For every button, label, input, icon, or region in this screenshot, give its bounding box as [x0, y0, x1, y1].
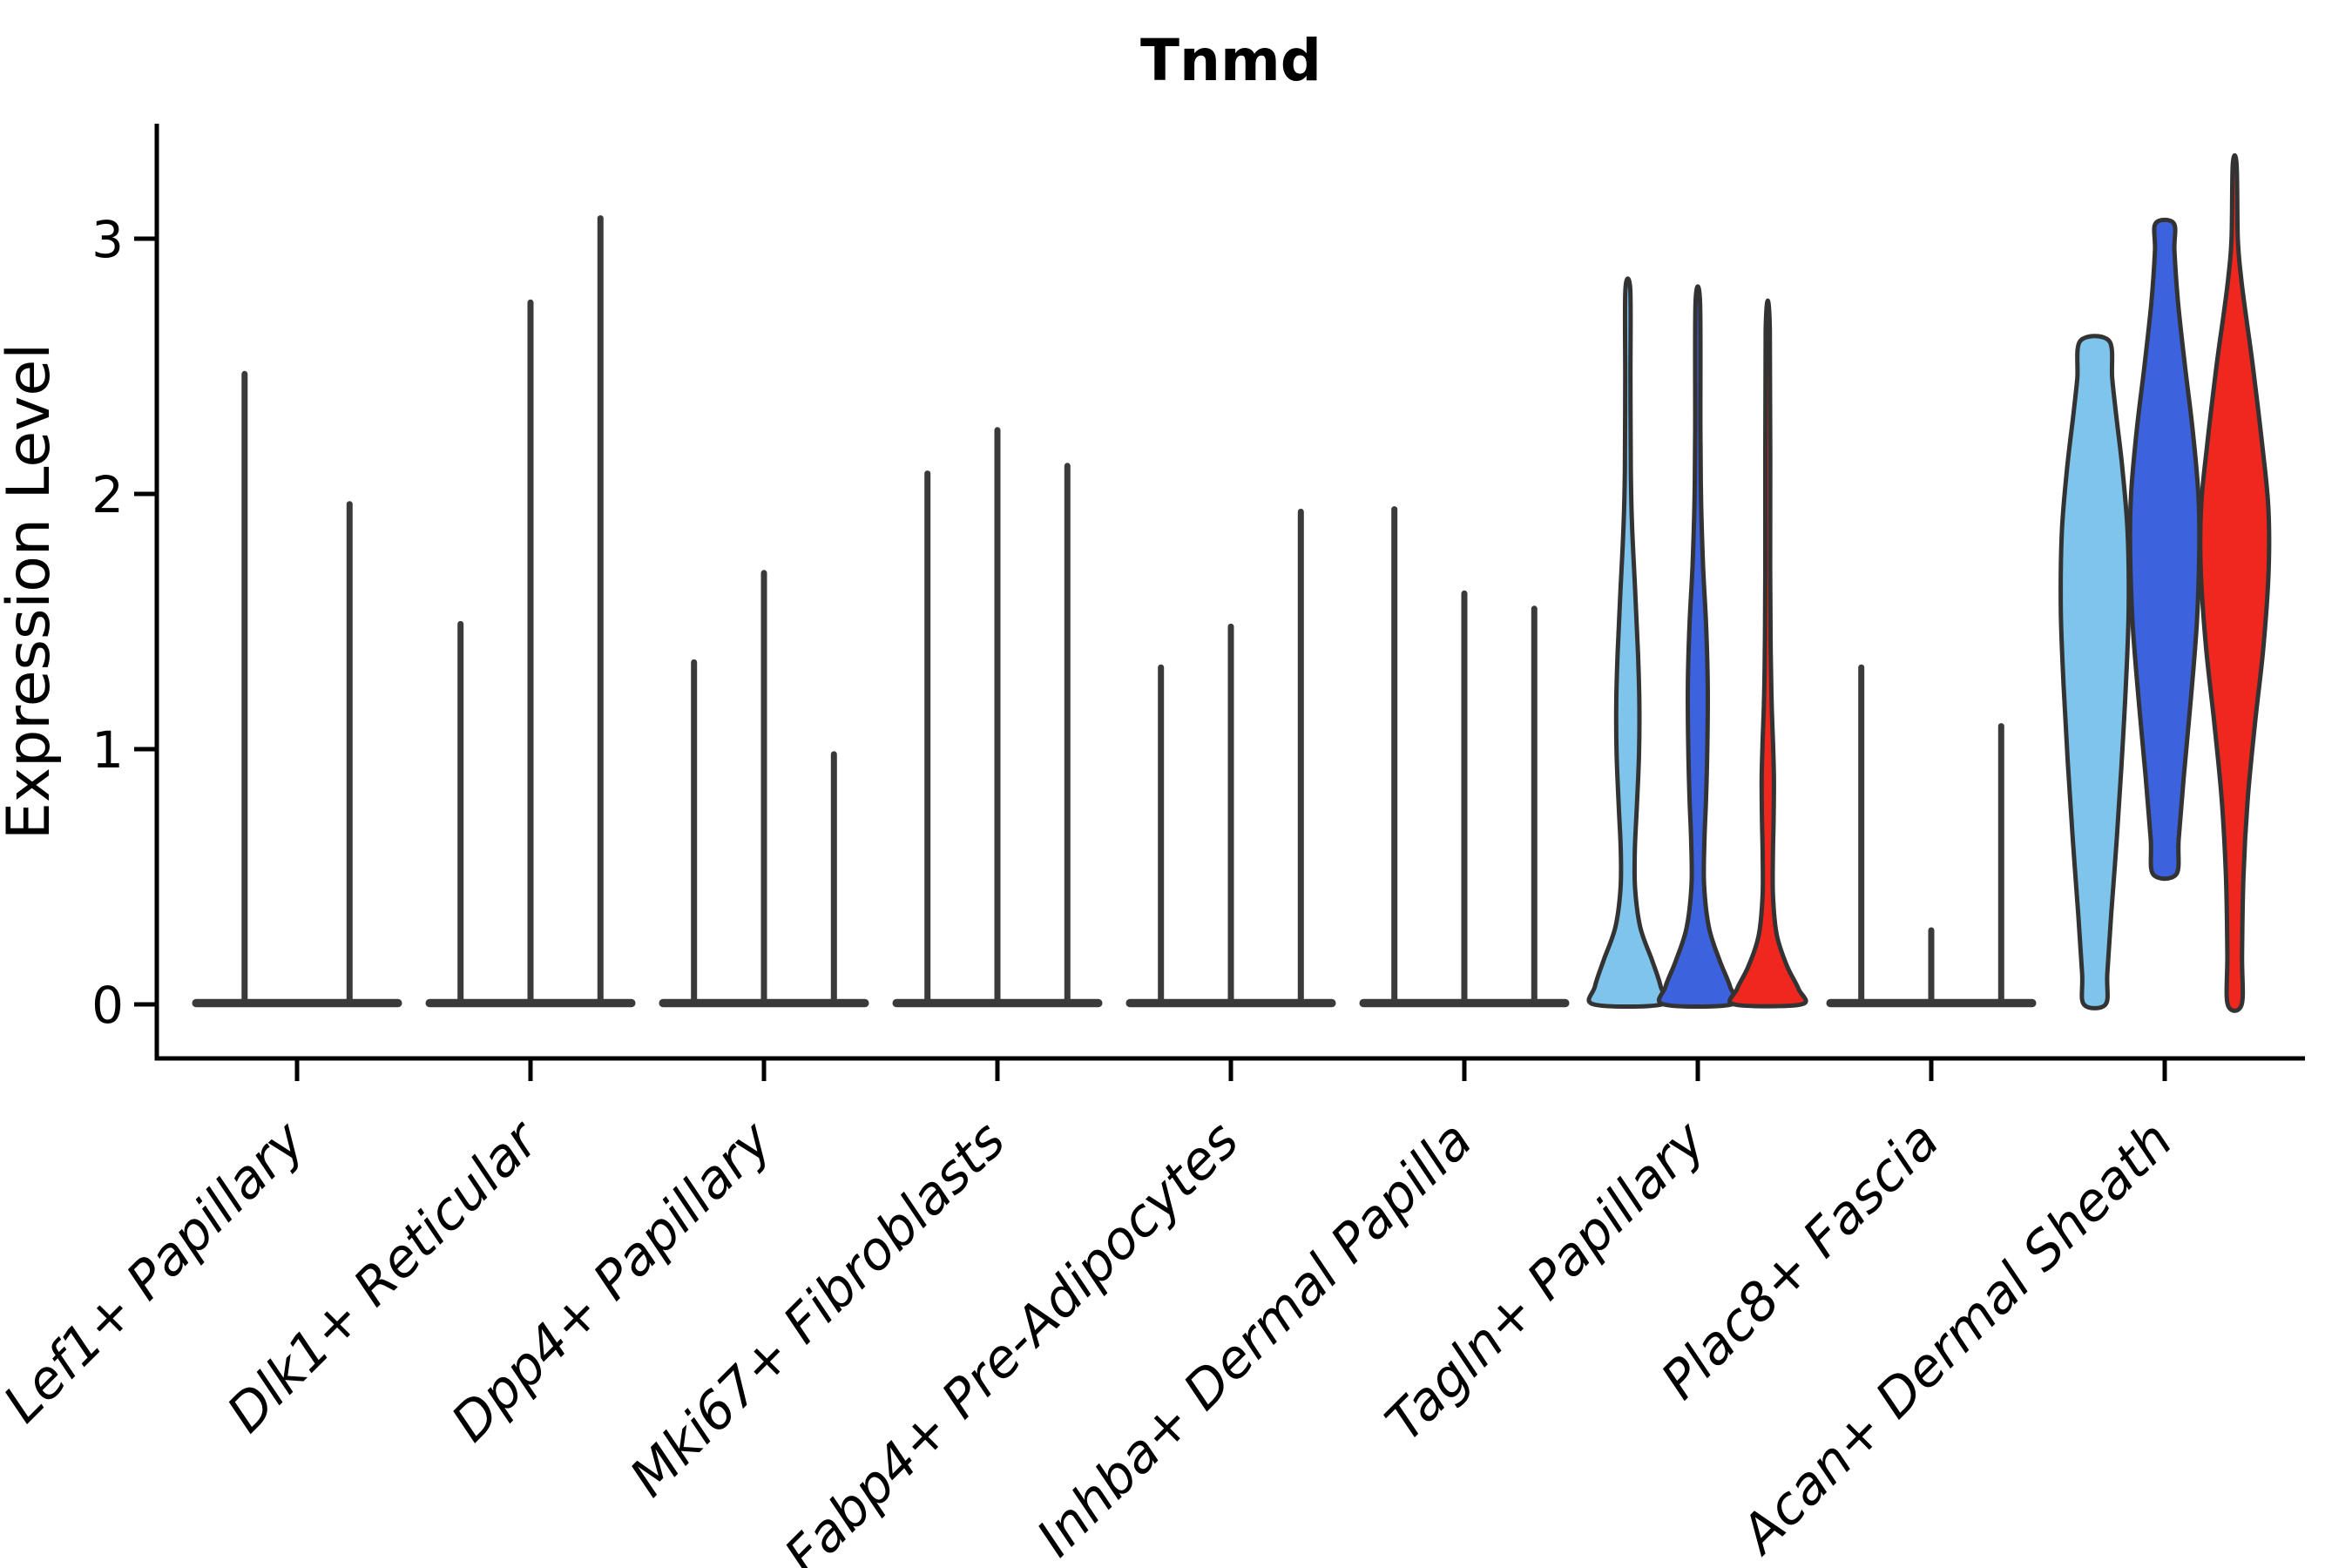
violin-group-0: [192, 370, 402, 1008]
y-tick-label-2: 2: [91, 465, 124, 524]
violin-blue: [1657, 284, 1739, 1010]
violin-blue: [2127, 217, 2202, 882]
violin-group-4: [1125, 509, 1336, 1008]
zero-density-base: [192, 998, 402, 1008]
violin-red: [1727, 298, 1808, 1009]
violin-group-5: [1359, 506, 1570, 1008]
y-tick-label-1: 1: [91, 720, 124, 780]
violin-lightblue: [2058, 334, 2132, 1010]
x-tick-label-8: Acan+ Dermal Sheath: [1727, 1110, 2185, 1567]
x-tick-label-4: Fabp4+ Pre-Adipocytes: [773, 1110, 1250, 1568]
violin-group-1: [425, 215, 636, 1008]
x-tick-label-3: Mki67+ Fibroblasts: [618, 1110, 1017, 1509]
y-tick-label-0: 0: [91, 976, 124, 1035]
violin-group-3: [892, 427, 1103, 1008]
violin-group-6: [1586, 276, 1808, 1010]
violin-group-2: [659, 570, 869, 1008]
plot-title: Tnmd: [1140, 27, 1321, 94]
y-axis-title: Expression Level: [0, 343, 64, 840]
x-tick-label-5: Inhba+ Dermal Papilla: [1025, 1110, 1484, 1568]
violin-group-8: [2058, 152, 2272, 1013]
y-tick-label-3: 3: [91, 210, 124, 269]
violin-red: [2198, 152, 2272, 1013]
violin-lightblue: [1586, 276, 1669, 1010]
violin-group-7: [1826, 664, 2037, 1008]
